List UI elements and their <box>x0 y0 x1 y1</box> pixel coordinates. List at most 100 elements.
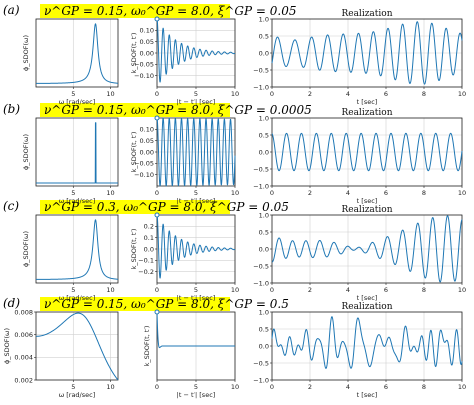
x-tick-label: 0 <box>270 286 274 294</box>
y-tick-label: 0.5 <box>259 228 269 236</box>
panel-a-2: 0 5 10 0.10 0.05 0.00 −0.05 −0.10 |t − t′| [sec]… <box>130 16 239 106</box>
x-tick-label: 10 <box>106 383 114 391</box>
y-tick-label: −0.5 <box>253 66 269 74</box>
x-tick-label: 5 <box>71 189 75 197</box>
row-label: (d) <box>3 296 20 310</box>
x-tick-label: 6 <box>384 383 388 391</box>
x-tick-label: 8 <box>422 383 426 391</box>
y-tick-label: 0.00 <box>140 148 154 156</box>
series-line <box>156 117 236 187</box>
y-tick-label: 0.1 <box>144 234 154 242</box>
y-tick-label: 1.0 <box>259 308 269 316</box>
series-line <box>35 122 119 184</box>
series-line <box>271 215 463 283</box>
series-line <box>35 219 119 280</box>
y-tick-label: 0.05 <box>140 38 154 46</box>
x-tick-label: 0 <box>270 189 274 197</box>
x-tick-label: 0 <box>155 90 159 98</box>
x-tick-label: 10 <box>231 90 239 98</box>
axes-frame <box>35 18 119 88</box>
x-tick-label: 4 <box>346 90 350 98</box>
x-tick-label: 10 <box>106 286 114 294</box>
x-tick-label: 0 <box>270 90 274 98</box>
y-tick-label: 0.00 <box>140 49 154 57</box>
y-tick-label: 0.004 <box>14 354 33 362</box>
y-axis-label: k_SDOF(t, t′) <box>130 132 138 173</box>
y-tick-label: 1.0 <box>259 15 269 23</box>
row-label: (b) <box>3 102 20 116</box>
row-label: (a) <box>3 3 20 17</box>
y-tick-label: 0.008 <box>14 308 33 316</box>
panel-a-3: 0 2 4 6 8 10 1.0 0.5 0.0 −0.5 −1.0 t [sec] Realizati… <box>253 9 466 106</box>
x-tick-label: 10 <box>458 90 466 98</box>
x-tick-label: 10 <box>231 189 239 197</box>
x-axis-label: ω [rad/sec] <box>59 294 96 302</box>
x-tick-label: 10 <box>458 286 466 294</box>
x-axis-label: ω [rad/sec] <box>59 197 96 205</box>
x-axis-label: |t − t′| [sec] <box>177 98 216 106</box>
param-highlight <box>40 103 230 117</box>
x-tick-label: 6 <box>384 90 388 98</box>
panel-b-1: 5 10 ω [rad/sec] ϕ_SDOF(ω) <box>22 117 119 205</box>
row-label: (c) <box>3 199 19 213</box>
y-tick-label: 0.002 <box>14 376 33 384</box>
axes-frame <box>35 214 119 284</box>
x-tick-label: 5 <box>194 90 198 98</box>
y-tick-label: −0.5 <box>253 165 269 173</box>
panel-title: Realization <box>341 9 392 19</box>
param-text: ν^GP = 0.3, ω₀^GP = 8.0, ξ^GP = 0.05 <box>44 200 289 214</box>
axes-frame <box>35 117 119 187</box>
series-line <box>35 312 119 381</box>
y-axis-label: ϕ_SDOF(ω) <box>22 134 30 170</box>
row-c: (c) ν^GP = 0.3, ω₀^GP = 8.0, ξ^GP = 0.05 <box>3 199 289 214</box>
x-tick-label: 4 <box>346 383 350 391</box>
kernel-start-marker <box>154 309 160 315</box>
param-text: ν^GP = 0.15, ω₀^GP = 8.0, ξ^GP = 0.05 <box>44 4 296 18</box>
param-highlight <box>40 297 230 311</box>
x-tick-label: 0 <box>155 383 159 391</box>
y-axis-label: k_SDOF(t, t′) <box>130 229 138 270</box>
x-axis-label: |t − t′| [sec] <box>177 391 216 399</box>
y-tick-label: −0.05 <box>134 61 154 69</box>
y-axis-label: ϕ_SDOF(ω) <box>22 231 30 267</box>
x-tick-label: 10 <box>106 189 114 197</box>
y-tick-label: 0.0 <box>259 342 269 350</box>
panel-b-3: 0 2 4 6 8 10 1.0 0.5 0.0 −0.5 −1.0 t [sec] Realizati… <box>253 108 466 205</box>
x-tick-label: 10 <box>231 383 239 391</box>
series-line <box>156 311 236 349</box>
x-tick-label: 2 <box>308 90 312 98</box>
panel-title: Realization <box>341 205 392 215</box>
x-axis-label: ω [rad/sec] <box>59 98 96 106</box>
panel-d-2: 0 5 10 |t − t′| [sec] k_SDOF(t, t′) <box>143 309 239 399</box>
x-tick-label: 5 <box>71 383 75 391</box>
y-tick-label: −0.5 <box>253 359 269 367</box>
x-tick-label: 8 <box>422 90 426 98</box>
x-axis-label: |t − t′| [sec] <box>177 294 216 302</box>
y-axis-label: k_SDOF(t, t′) <box>143 326 151 367</box>
x-tick-label: 10 <box>458 189 466 197</box>
panel-title: Realization <box>341 108 392 118</box>
param-text: ν^GP = 0.15, ω₀^GP = 8.0, ξ^GP = 0.5 <box>44 297 289 311</box>
kernel-start-marker <box>154 115 160 121</box>
x-tick-label: 0 <box>155 286 159 294</box>
y-tick-label: −0.2 <box>138 268 154 276</box>
y-tick-label: 0.006 <box>14 331 33 339</box>
x-tick-label: 4 <box>346 189 350 197</box>
panel-c-1: 5 10 ω [rad/sec] ϕ_SDOF(ω) <box>22 214 119 302</box>
x-tick-label: 6 <box>384 286 388 294</box>
y-tick-label: −1.0 <box>253 376 269 384</box>
x-tick-label: 0 <box>270 383 274 391</box>
x-tick-label: 8 <box>422 286 426 294</box>
x-axis-label: t [sec] <box>357 98 378 106</box>
y-tick-label: −1.0 <box>253 182 269 190</box>
y-tick-label: 0.10 <box>140 27 154 35</box>
x-tick-label: 0 <box>155 189 159 197</box>
row-a: (a) ν^GP = 0.15, ω₀^GP = 8.0, ξ^GP = 0.05 <box>3 3 296 18</box>
y-tick-label: −0.10 <box>134 171 154 179</box>
y-tick-label: −0.05 <box>134 160 154 168</box>
y-tick-label: −0.5 <box>253 262 269 270</box>
axes-frame <box>35 311 119 381</box>
panel-title: Realization <box>341 302 392 312</box>
x-tick-label: 8 <box>422 189 426 197</box>
